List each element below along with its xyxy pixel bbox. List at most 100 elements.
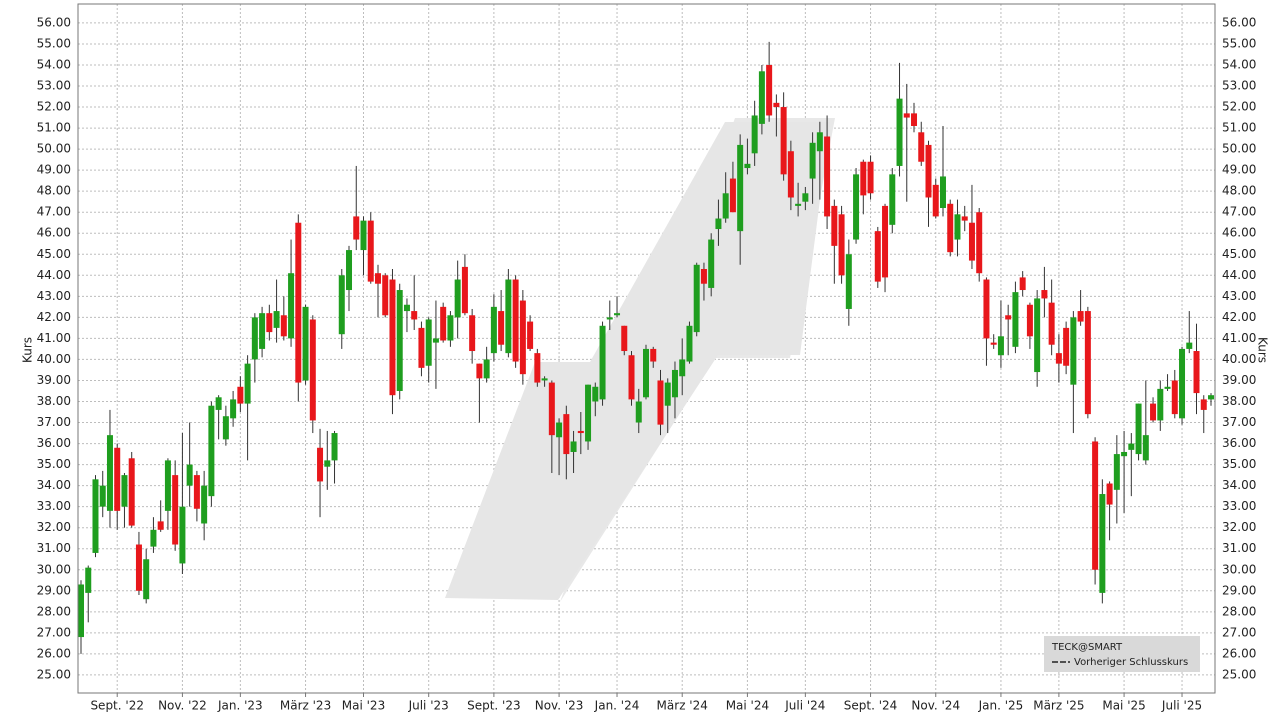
candle-body [628,355,635,400]
candle-body [577,430,584,434]
y2-tick-label: 49.00 [1222,163,1256,177]
y-tick-label: 29.00 [37,583,71,597]
y-tick-label: 45.00 [37,247,71,261]
candle-body [1113,454,1120,490]
y2-tick-label: 53.00 [1222,79,1256,93]
y-tick-label: 34.00 [37,478,71,492]
candle-body [1005,315,1012,320]
candle-body [621,325,628,352]
y2-tick-label: 50.00 [1222,142,1256,156]
candle-body [527,321,534,349]
candle-body [346,250,353,291]
candle-body [896,98,903,166]
candle-body [164,460,171,511]
candle-body [374,273,381,284]
candle-body [889,174,896,225]
candle-body [541,378,548,381]
candle-body [396,290,403,391]
x-tick-label: Nov. '22 [158,699,207,713]
candle-body [1200,399,1207,410]
candle-body [968,222,975,261]
candle-body [635,401,642,423]
y-tick-label: 33.00 [37,499,71,513]
candle-body [1012,292,1019,347]
candle-body [440,306,447,341]
candle-body [787,151,794,198]
x-tick-label: März '23 [280,699,331,713]
candle-body [505,279,512,354]
candle-body [860,161,867,196]
candle-body [179,506,186,564]
candle-body [99,485,106,507]
x-tick-label: Jan. '24 [594,699,640,713]
y-tick-label: 49.00 [37,163,71,177]
candle-body [476,363,483,379]
candle-body [809,142,816,179]
y2-tick-label: 27.00 [1222,625,1256,639]
candle-body [1019,277,1026,291]
candle-body [954,214,961,240]
candle-body [664,382,671,406]
candle-body [882,205,889,278]
candle-body [606,317,613,320]
candle-body [1142,435,1149,461]
x-tick-label: Sept. '22 [90,699,144,713]
y-tick-label: 53.00 [37,79,71,93]
y-tick-label: 48.00 [37,184,71,198]
candle-body [816,132,823,152]
candle-body [1099,494,1106,593]
candle-body [403,304,410,312]
candle-body [519,300,526,375]
candle-body [251,317,258,360]
candle-body [128,458,135,526]
legend-box [1044,636,1200,672]
candle-body [237,386,244,404]
candle-body [498,311,505,345]
watermark-shape [445,122,830,600]
y-tick-label: 37.00 [37,415,71,429]
y2-tick-label: 55.00 [1222,36,1256,50]
candle-body [585,384,592,442]
y-tick-label: 27.00 [37,625,71,639]
candle-body [193,475,200,509]
y-tick-label: 30.00 [37,562,71,576]
candle-body [1048,302,1055,345]
candle-body [715,218,722,230]
x-tick-label: Mai '23 [342,699,385,713]
candle-body [947,203,954,253]
candle-body [411,311,418,320]
candle-body [360,220,367,251]
y2-tick-label: 46.00 [1222,226,1256,240]
candle-body [867,161,874,194]
candle-body [780,107,787,175]
y-tick-label: 52.00 [37,100,71,114]
candle-body [266,313,273,333]
y2-axis-label: Kurs [1256,337,1270,363]
candle-body [483,359,490,379]
y-tick-label: 31.00 [37,541,71,555]
candle-body [903,113,910,118]
candle-body [744,163,751,169]
y-tick-label: 55.00 [37,36,71,50]
candle-body [1034,298,1041,373]
candle-body [447,315,454,341]
y2-tick-label: 52.00 [1222,100,1256,114]
y2-tick-label: 43.00 [1222,289,1256,303]
candle-body [722,193,729,219]
candle-body [679,359,686,377]
legend-item: Vorheriger Schlusskurs [1074,657,1188,668]
candle-body [280,315,287,337]
y2-tick-label: 51.00 [1222,121,1256,135]
candle-body [331,433,338,461]
candle-body [389,279,396,396]
y2-tick-label: 40.00 [1222,352,1256,366]
y-tick-label: 44.00 [37,268,71,282]
candle-body [1193,351,1200,394]
y-tick-label: 51.00 [37,121,71,135]
candle-body [324,460,331,467]
candle-body [751,115,758,154]
candle-body [918,132,925,162]
y-tick-label: 54.00 [37,57,71,71]
candle-body [172,475,179,545]
candle-body [838,214,845,276]
